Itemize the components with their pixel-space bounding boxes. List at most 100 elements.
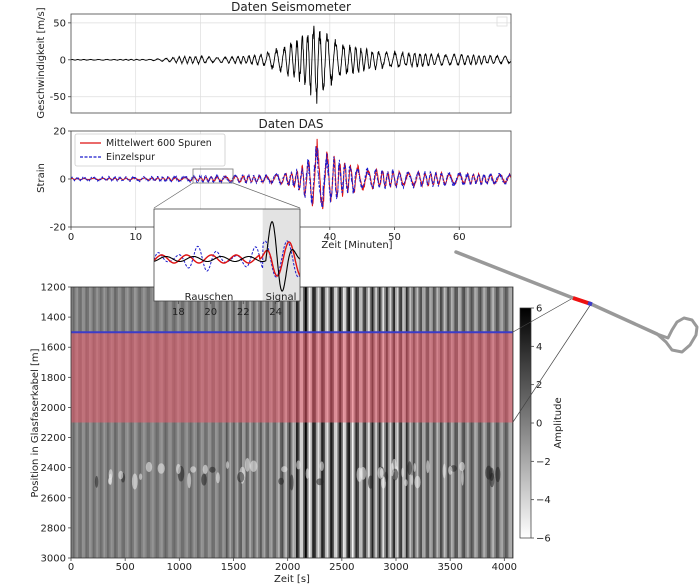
colorbar-tick-label-0: 6 [536,304,542,315]
inset-label-signal: Signal [266,292,297,303]
heatmap-noise-spot [289,474,294,491]
heatmap-noise-spot [413,463,417,472]
heatmap-noise-spot [407,461,412,475]
heatmap-y-tick-label-0: 1200 [41,283,66,294]
heatmap-noise-spot [459,461,465,472]
colorbar-label: Amplitude [553,397,564,448]
heatmap-y-tick-label-1: 1400 [41,313,66,324]
das-x-tick-label-5: 50 [388,232,401,243]
heatmap-noise-spot [237,471,245,483]
seismometer-y-tick-label-0: -50 [50,92,66,103]
heatmap-y-tick-label-2: 1600 [41,343,66,354]
heatmap-noise-spot [201,473,207,486]
das-x-label: Zeit [Minuten] [321,240,392,251]
heatmap-noise-spot [281,466,288,473]
das-x-tick-label-1: 10 [129,232,142,243]
seismometer-title: Daten Seismometer [231,0,351,14]
heatmap-x-tick-label-4: 2000 [275,562,300,573]
colorbar-tick-label-5: −4 [536,495,551,506]
heatmap-y-tick-label-9: 3000 [41,554,66,565]
colorbar-tick-label-3: 0 [536,419,542,430]
inset-x-tick-label-0: 18 [172,307,185,318]
inset-x-tick-label-2: 22 [237,307,250,318]
heatmap-x-label: Zeit [s] [274,574,310,585]
heatmap-x-tick-label-5: 2500 [329,562,354,573]
colorbar-gradient [519,307,532,539]
heatmap-noise-spot [401,467,404,478]
heatmap-noise-spot [359,467,367,480]
inset-series-seismometer-line [154,221,300,292]
seismometer-series-line [71,25,511,104]
heatmap-noise-spot [244,458,250,472]
heatmap-x-tick-label-8: 4000 [492,562,517,573]
heatmap-highlight-band [71,332,513,423]
heatmap-x-tick-label-7: 3500 [437,562,462,573]
das-x-tick-label-6: 60 [453,232,466,243]
heatmap-noise-spot [108,473,113,485]
colorbar-tick-label-2: 2 [536,380,542,391]
heatmap-noise-spot [215,472,220,484]
cable-connector-top [512,297,574,333]
das-legend-label-single: Einzelspur [106,152,155,163]
das-y-tick-label-2: 20 [53,127,66,138]
heatmap-x-tick-label-0: 0 [68,562,74,573]
cable-map [454,250,699,354]
heatmap-noise-spot [145,461,153,473]
inset-frame [153,208,301,302]
inset-x-tick-label-3: 24 [269,307,282,318]
seismometer-y-ticks: -50 0 50 [50,18,71,103]
heatmap-noise-spot [316,478,324,486]
heatmap-noise-spot [296,460,301,470]
colorbar-tick-label-6: −6 [536,534,551,545]
das-x-tick-label-0: 0 [68,232,74,243]
cable-highlight-marker [587,301,593,307]
das-title: Daten DAS [259,117,324,131]
das-zoom-connector-left [153,182,194,209]
heatmap-y-tick-label-8: 2800 [41,523,66,534]
seismometer-y-tick-label-1: 0 [60,55,66,66]
das-legend: Mittelwert 600 Spuren Einzelspur [74,133,226,167]
das-series-single-line [71,146,511,208]
heatmap-noise-spot [139,473,143,480]
heatmap-y-tick-label-3: 1800 [41,373,66,384]
heatmap-noise-spot [118,470,124,480]
heatmap-noise-spot [495,466,501,483]
heatmap-noise-spot [485,465,493,480]
das-y-ticks: -20 0 20 [50,127,71,234]
heatmap-noise-spot [249,460,258,472]
das-y-label: Strain [36,163,47,193]
seismometer-y-tick-label-2: 50 [53,18,66,29]
das-legend-label-mean: Mittelwert 600 Spuren [106,138,212,149]
heatmap-noise-spot [426,460,430,474]
heatmap-noise-spot [410,474,414,486]
heatmap-noise-spot [225,461,230,469]
heatmap-y-ticks: 1200 1400 1600 1800 2000 2200 2400 2600 2800 3000 [41,283,71,565]
colorbar-tick-label-4: −2 [536,457,551,468]
heatmap-y-label: Position in Glasfaserkabel [m] [30,348,41,497]
seismometer-legend-box [496,16,508,27]
heatmap-y-tick-label-5: 2200 [41,433,66,444]
das-y-tick-label-1: 0 [60,175,66,186]
das-y-tick-label-0: -20 [50,223,66,234]
heatmap-noise-spot [448,466,453,475]
heatmap-x-tick-label-3: 1500 [221,562,246,573]
cable-connector-bottom [512,303,592,423]
seismometer-y-label: Geschwindigkeit [m/s] [36,7,47,118]
heatmap-noise-band [94,458,501,491]
heatmap-noise-spot [94,475,99,488]
heatmap-noise-spot [367,475,374,489]
cable-loop [655,316,699,354]
heatmap-noise-spot [377,467,384,479]
das-x-tick-label-4: 40 [323,232,336,243]
heatmap-noise-spot [176,463,181,475]
das-zoom-connector-right [232,182,301,209]
heatmap-noise-spot [461,470,464,486]
das-zoom-region-box [192,168,234,184]
heatmap-noise-spot [131,473,138,490]
heatmap-noise-spot [390,463,394,477]
inset-label-noise: Rauschen [185,292,234,303]
seismometer-axes-frame [70,13,512,114]
colorbar: 6 4 2 0 −2 −4 −6 Amplitude [519,304,564,545]
